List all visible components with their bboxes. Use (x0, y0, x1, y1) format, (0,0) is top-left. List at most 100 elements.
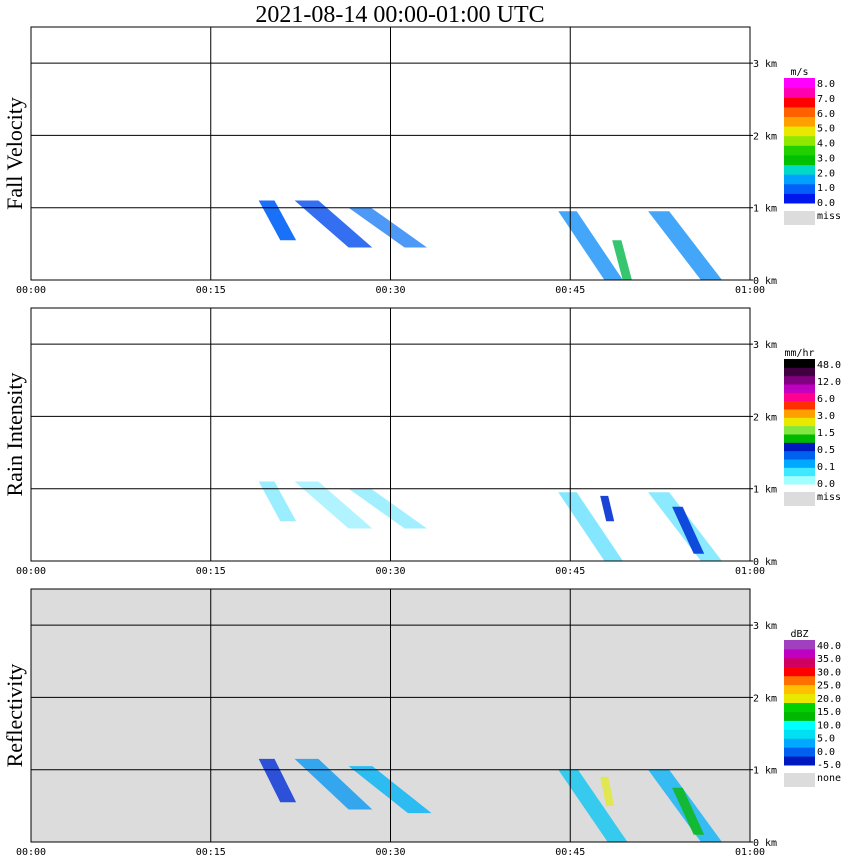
colorbar-swatch (784, 666, 815, 677)
x-tick-label: 00:45 (555, 285, 585, 296)
colorbar-label: 4.0 (817, 139, 835, 150)
colorbar-label: 2.0 (817, 168, 835, 179)
x-tick-label: 00:15 (196, 847, 226, 858)
colorbar-label: 6.0 (817, 109, 835, 120)
y-tick-label: 1 km (753, 485, 777, 496)
colorbar-swatch (784, 367, 815, 377)
colorbar-missing-swatch (784, 492, 815, 506)
colorbar-swatch (784, 459, 815, 468)
echo-streak (258, 481, 297, 522)
y-tick-label: 2 km (753, 412, 777, 423)
colorbar-label: 10.0 (817, 720, 841, 731)
colorbar-unit: dBZ (790, 629, 808, 640)
colorbar-swatch (784, 684, 815, 695)
panel-1: 00:00 00:15 00:30 00:45 01:000 km 1 km 2 km 3 k… (2, 307, 841, 577)
echo-streak (294, 758, 373, 810)
echo-streak (612, 240, 632, 280)
colorbar-label: 20.0 (817, 694, 841, 705)
colorbar-label: 0.0 (817, 747, 835, 758)
colorbar-swatch (784, 145, 815, 156)
colorbar-label: 5.0 (817, 124, 835, 135)
colorbar-missing-label: miss (817, 211, 841, 222)
x-tick-label: 00:30 (375, 847, 405, 858)
x-tick-label: 01:00 (735, 847, 765, 858)
colorbar-label: 3.0 (817, 153, 835, 164)
y-tick-label: 1 km (753, 204, 777, 215)
echo-streak (558, 769, 628, 842)
panel-label: Fall Velocity (2, 97, 27, 210)
colorbar-swatch (784, 359, 815, 368)
panel-0: 00:00 00:15 00:30 00:45 01:000 km 1 km 2 km 3 k… (2, 26, 841, 296)
colorbar-swatch (784, 738, 815, 748)
panel-2: 00:00 00:15 00:30 00:45 01:000 km 1 km 2 km 3 k… (2, 588, 841, 858)
colorbar-swatch (784, 640, 815, 650)
colorbar-label: -5.0 (817, 760, 841, 771)
figure-title: 2021-08-14 00:00-01:00 UTC (255, 2, 544, 28)
y-tick-label: 0 km (753, 276, 777, 287)
colorbar-swatch (784, 648, 815, 659)
echo-streak (558, 211, 623, 280)
colorbar-label: 12.0 (817, 377, 841, 388)
panels-group: 00:00 00:15 00:30 00:45 01:000 km1 km2 km3 k… (2, 26, 841, 858)
colorbar-swatch (784, 693, 815, 703)
x-tick-label: 00:00 (16, 285, 46, 296)
colorbar-swatch (784, 375, 815, 385)
echo-streak (258, 200, 297, 241)
echo-streak (672, 506, 705, 554)
colorbar-swatch (784, 675, 815, 686)
colorbar-label: 0.0 (817, 198, 835, 209)
colorbar-label: 25.0 (817, 681, 841, 692)
x-tick-label: 00:30 (375, 285, 405, 296)
colorbar-swatch (784, 711, 815, 721)
echo-streak (672, 787, 705, 835)
colorbar-unit: m/s (790, 67, 808, 78)
y-tick-label: 0 km (753, 557, 777, 568)
colorbar-swatch (784, 400, 815, 410)
y-tick-label: 2 km (753, 131, 777, 142)
x-tick-label: 00:15 (196, 566, 226, 577)
y-tick-label: 1 km (753, 766, 777, 777)
colorbar-label: 3.0 (817, 411, 835, 422)
colorbar-swatch (784, 756, 815, 766)
colorbar-swatch (784, 164, 815, 175)
echo-streak (348, 207, 427, 248)
colorbar-label: 48.0 (817, 360, 841, 371)
colorbar-swatch (784, 467, 815, 477)
y-tick-label: 3 km (753, 59, 777, 70)
x-tick-label: 00:00 (16, 566, 46, 577)
colorbar-swatch (784, 442, 815, 452)
colorbar-swatch (784, 392, 815, 402)
colorbar-swatch (784, 475, 815, 485)
echo-streak (600, 776, 615, 806)
colorbar-swatch (784, 729, 815, 739)
y-tick-label: 3 km (753, 340, 777, 351)
colorbar-swatch (784, 409, 815, 418)
echo-streak (558, 492, 623, 561)
plot-frame (30, 588, 751, 843)
colorbar-swatch (784, 154, 815, 166)
colorbar-swatch (784, 135, 815, 146)
x-tick-label: 00:45 (555, 847, 585, 858)
colorbar-label: 6.0 (817, 394, 835, 405)
y-tick-label: 0 km (753, 838, 777, 849)
y-tick-label: 2 km (753, 693, 777, 704)
colorbar-missing-swatch (784, 211, 815, 225)
plot-frame (30, 307, 751, 562)
colorbar-label: 0.0 (817, 479, 835, 490)
echo-streak (348, 488, 427, 529)
colorbar-swatch (784, 183, 815, 194)
echo-streak (648, 211, 722, 280)
colorbar-missing-label: none (817, 773, 841, 784)
echo-streak (294, 200, 373, 248)
colorbar-label: 0.1 (817, 462, 835, 473)
colorbar-label: 1.5 (817, 428, 835, 439)
colorbar-label: 5.0 (817, 734, 835, 745)
plot-frame (30, 26, 751, 281)
colorbar-swatch (784, 97, 815, 108)
colorbar-swatch (784, 434, 815, 443)
colorbar-swatch (784, 425, 815, 435)
colorbar-swatch (784, 450, 815, 460)
colorbar-missing-label: miss (817, 492, 841, 503)
colorbar-swatch (784, 720, 815, 730)
colorbar-swatch (784, 116, 815, 127)
